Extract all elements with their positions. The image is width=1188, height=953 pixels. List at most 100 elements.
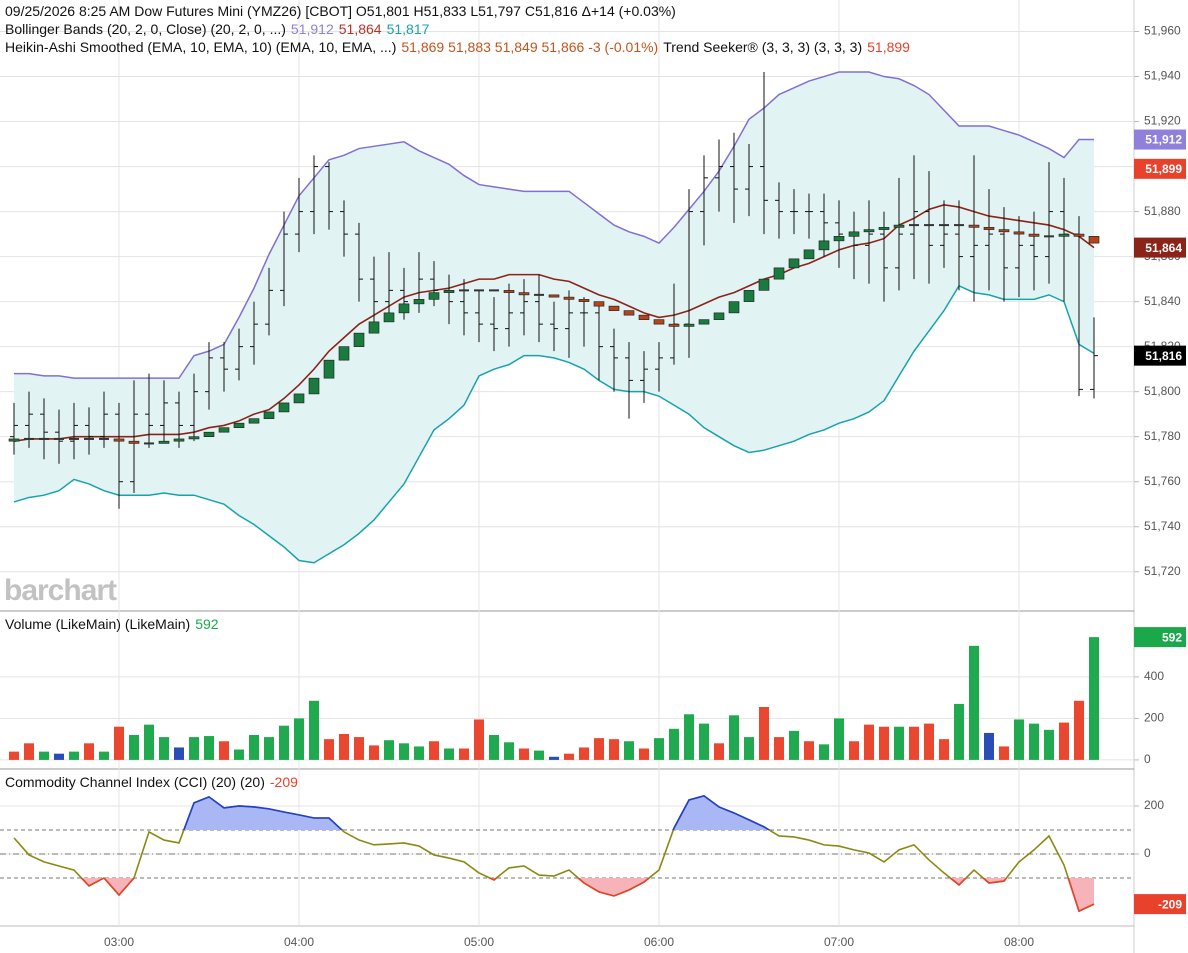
- ha-candle: [248, 418, 260, 424]
- volume-bar: [174, 747, 184, 760]
- cci-badge-label: -209: [1158, 897, 1182, 911]
- y-tick-label: 51,720: [1144, 564, 1181, 578]
- volume-bar: [594, 738, 604, 760]
- ha-candle: [878, 227, 890, 230]
- ha-candle: [1073, 233, 1085, 237]
- ha-candle: [278, 402, 290, 413]
- header-text: 51,869 51,883 51,849 51,866 -3 (-0.01%): [401, 39, 658, 55]
- header-text: 51,912: [291, 21, 334, 37]
- cci-line-upper: [182, 795, 771, 830]
- cci-badge: [1134, 894, 1186, 915]
- volume-bar: [1059, 722, 1069, 760]
- ha-candle: [698, 319, 710, 325]
- band-line: [13, 284, 1095, 564]
- header-text: Heikin-Ashi Smoothed (EMA, 10, EMA, 10) …: [5, 39, 396, 55]
- volume-bar: [189, 737, 199, 760]
- header-text: 51,817: [387, 21, 430, 37]
- panel-title: Volume (LikeMain) (LikeMain) 592: [5, 616, 219, 632]
- volume-bar: [609, 739, 619, 760]
- x-tick-label: 04:00: [284, 935, 314, 949]
- volume-bar: [639, 748, 649, 760]
- x-tick-label: 08:00: [1004, 935, 1034, 949]
- ha-candle: [173, 438, 185, 442]
- volume-bar: [234, 749, 244, 760]
- ha-candle: [773, 267, 785, 280]
- y-tick-label: 51,840: [1144, 294, 1181, 308]
- header-line: Heikin-Ashi Smoothed (EMA, 10, EMA, 10) …: [5, 39, 910, 55]
- header-text: 09/25/2026 8:25 AM Dow Futures Mini (YMZ…: [5, 3, 676, 19]
- y-tick-label: 200: [1144, 798, 1164, 812]
- volume-bar: [924, 723, 934, 760]
- volume-bar: [789, 730, 799, 760]
- volume-bar: [309, 700, 319, 760]
- volume-bar: [429, 741, 439, 760]
- price-badge: [1134, 237, 1186, 258]
- y-tick-label: 51,920: [1144, 114, 1181, 128]
- ha-candle: [563, 296, 575, 300]
- y-tick-label: 0: [1144, 846, 1151, 860]
- volume-bar: [654, 738, 664, 760]
- ha-candle: [383, 312, 395, 323]
- volume-bar: [519, 748, 529, 760]
- volume-bar: [129, 735, 139, 760]
- volume-bar: [999, 746, 1009, 760]
- y-tick-label: 51,800: [1144, 384, 1181, 398]
- volume-bar: [669, 728, 679, 760]
- ha-candle: [983, 227, 995, 230]
- volume-bar: [1029, 723, 1039, 760]
- header-text: 51,899: [867, 39, 910, 55]
- volume-bar: [489, 735, 499, 760]
- band-line: [14, 71, 1094, 379]
- volume-bar: [414, 746, 424, 760]
- ha-candle: [728, 301, 740, 314]
- cci-fill-upper: [14, 795, 1094, 830]
- volume-bar: [729, 715, 739, 760]
- volume-bar: [549, 756, 559, 760]
- volume-bar: [774, 737, 784, 760]
- y-tick-label: 51,960: [1144, 24, 1181, 38]
- volume-bar: [369, 745, 379, 760]
- volume-bar: [714, 743, 724, 760]
- volume-bar: [819, 744, 829, 760]
- ha-candle: [743, 290, 755, 302]
- ha-candle: [713, 312, 725, 320]
- x-tick-label: 06:00: [644, 935, 674, 949]
- volume-bar: [9, 751, 19, 760]
- volume-bar: [1089, 637, 1099, 760]
- y-tick-label: 51,740: [1144, 519, 1181, 533]
- ha-candle: [848, 231, 860, 237]
- ha-candle: [968, 224, 980, 228]
- ha-candle: [833, 236, 845, 242]
- header-text: Trend Seeker® (3, 3, 3) (3, 3, 3): [663, 39, 862, 55]
- x-tick-label: 05:00: [464, 935, 494, 949]
- ha-candle: [788, 258, 800, 269]
- price-badge: [1134, 345, 1186, 366]
- volume-bar: [159, 737, 169, 760]
- volume-bar: [459, 748, 469, 760]
- ha-candle: [8, 438, 20, 442]
- ha-candle: [1013, 231, 1025, 235]
- ha-candle: [758, 278, 770, 291]
- y-tick-label: 51,940: [1144, 69, 1181, 83]
- ha-candle: [218, 427, 230, 433]
- volume-bar: [954, 703, 964, 760]
- volume-bar: [579, 747, 589, 760]
- y-tick-label: 51,780: [1144, 429, 1181, 443]
- ha-candle: [158, 440, 170, 444]
- volume-bar: [849, 741, 859, 760]
- ha-candle: [413, 299, 425, 305]
- price-badge-label: 51,816: [1145, 349, 1182, 363]
- x-tick-label: 03:00: [104, 935, 134, 949]
- volume-bar: [249, 735, 259, 760]
- volume-bar: [534, 750, 544, 760]
- ha-candle: [1088, 236, 1100, 244]
- header-text: 51,864: [339, 21, 382, 37]
- ha-candle: [353, 332, 365, 347]
- volume-bar: [264, 737, 274, 760]
- volume-bar: [939, 739, 949, 760]
- volume-bar: [354, 737, 364, 760]
- y-tick-label: 200: [1144, 711, 1164, 725]
- volume-bar: [1014, 719, 1024, 760]
- y-tick-label: 0: [1144, 752, 1151, 766]
- y-tick-label: 51,760: [1144, 474, 1181, 488]
